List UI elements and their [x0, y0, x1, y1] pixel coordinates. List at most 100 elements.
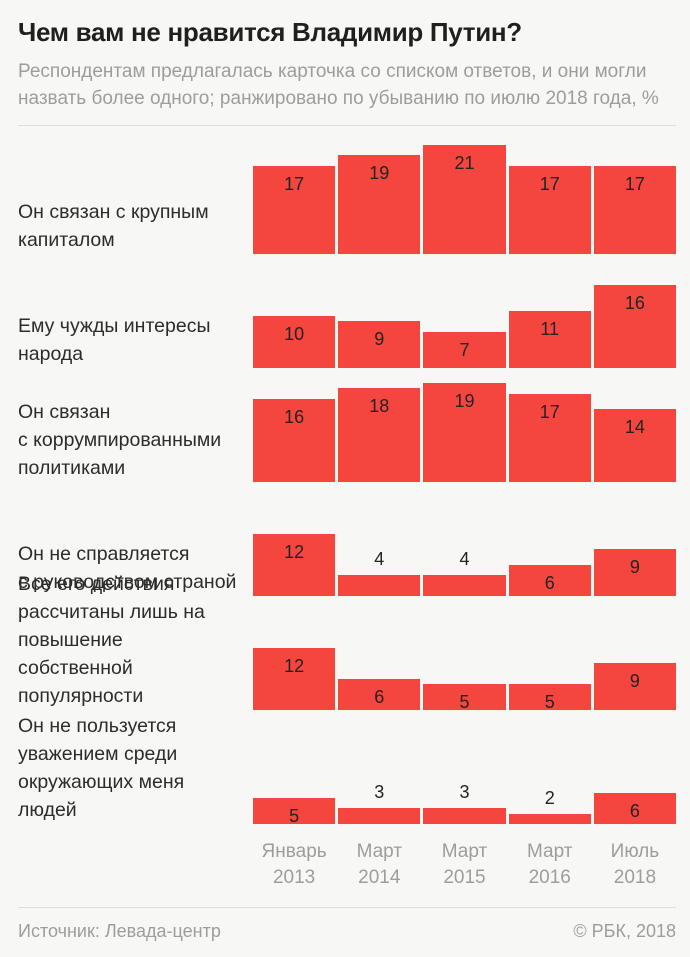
- bar-value-label: 9: [629, 671, 640, 692]
- bar: 4: [338, 549, 421, 596]
- bar: 17: [508, 393, 591, 482]
- bar-cell: 4: [338, 549, 421, 596]
- row-label: Он не справляется с руководством страной: [18, 543, 237, 593]
- bar: 18: [338, 388, 421, 482]
- bar: 5: [508, 684, 591, 712]
- bar-cell: 21: [423, 144, 506, 254]
- bar-value-label: 17: [539, 173, 560, 194]
- footer: Источник: Левада-центр © РБК, 2018: [18, 908, 676, 942]
- bar: 16: [593, 284, 677, 368]
- bar-value-label: 19: [369, 163, 390, 184]
- chart-row: Он не пользуется уважением среди окружаю…: [18, 710, 677, 826]
- bar-cell: 9: [338, 321, 421, 368]
- bar: 6: [593, 792, 677, 824]
- row-label: Он связан с крупным капиталом: [18, 201, 209, 251]
- bar-cell: 9: [593, 663, 677, 710]
- bar-cell: 16: [593, 284, 677, 368]
- x-axis-labels: Январь 2013 Март 2014 Март 2015 Март 2016 Ию…: [253, 839, 676, 891]
- bar-cell: 14: [593, 409, 677, 482]
- bar: 16: [253, 398, 336, 482]
- bar: 11: [508, 310, 591, 368]
- bar: 9: [593, 549, 677, 596]
- top-divider: [18, 125, 676, 126]
- x-axis: Январь 2013 Март 2014 Март 2015 Март 2016 Ию…: [18, 839, 676, 891]
- bar: 19: [338, 155, 421, 254]
- row-label: Все его действия рассчитаны лишь на повы…: [18, 573, 205, 707]
- bar-value-label: 2: [544, 787, 555, 808]
- bar-value-label: 5: [544, 692, 555, 712]
- row-bars: 16 18 19 17 14: [253, 383, 677, 482]
- chart-row: Ему чужды интересы народа 10 9 7 11 16: [18, 254, 677, 368]
- bar-chart: Он связан с крупным капиталом 17 19 21 17 17 Е…: [18, 140, 677, 826]
- bar-value-label: 11: [540, 318, 560, 339]
- x-axis-label: Июль 2018: [610, 841, 660, 888]
- bar-cell: 19: [338, 155, 421, 254]
- x-axis-label: Март 2016: [526, 841, 573, 888]
- bar-value-label: 3: [459, 782, 470, 803]
- bar-cell: 5: [508, 684, 591, 712]
- bar-value-label: 16: [284, 406, 305, 427]
- bar-cell: 17: [253, 165, 336, 254]
- bar: 5: [253, 798, 336, 826]
- bar-value-label: 3: [374, 782, 385, 803]
- bar: 3: [338, 782, 421, 824]
- row-label: Он связан с коррумпированными политиками: [18, 401, 222, 479]
- bar-cell: 9: [593, 549, 677, 596]
- bar-cell: 4: [423, 549, 506, 596]
- bottom-divider: [18, 907, 676, 908]
- bar-cell: 3: [423, 782, 506, 824]
- bar: 17: [253, 165, 336, 254]
- bar-cell: 17: [593, 165, 677, 254]
- bar-value-label: 4: [459, 549, 470, 570]
- x-axis-label: Январь 2013: [261, 841, 327, 888]
- bar-value-label: 10: [284, 324, 305, 344]
- bar-cell: 18: [338, 388, 421, 482]
- bar-cell: 11: [508, 310, 591, 368]
- bar: 12: [253, 647, 336, 710]
- chart-row: Он связан с коррумпированными политиками…: [18, 368, 677, 482]
- row-bars: 10 9 7 11 16: [253, 284, 677, 368]
- chart-row: Все его действия рассчитаны лишь на повы…: [18, 573, 677, 712]
- bar-value-label: 17: [284, 173, 305, 194]
- bar-value-label: 4: [374, 549, 385, 570]
- bar: 12: [253, 533, 336, 596]
- bar-cell: 17: [508, 165, 591, 254]
- bar: 3: [423, 782, 506, 824]
- bar: 17: [508, 165, 591, 254]
- row-bars: 5 3 3 2 6: [253, 782, 677, 826]
- row-bars: 17 19 21 17 17: [253, 144, 677, 254]
- bar-cell: 7: [423, 331, 506, 368]
- bar-cell: 19: [423, 383, 506, 482]
- bar-value-label: 9: [629, 557, 640, 578]
- bar-value-label: 9: [374, 329, 385, 350]
- chart-row: Он связан с крупным капиталом 17 19 21 17 17: [18, 140, 677, 254]
- row-label: Ему чужды интересы народа: [18, 315, 211, 365]
- bar-cell: 12: [253, 647, 336, 710]
- source-credit: Источник: Левада-центр: [18, 921, 221, 941]
- bar: 2: [508, 788, 591, 824]
- bar: 14: [593, 409, 677, 482]
- bar-value-label: 21: [454, 152, 475, 173]
- page-title: Чем вам не нравится Владимир Путин?: [18, 17, 522, 47]
- bar-value-label: 14: [624, 417, 645, 438]
- bar-cell: 5: [253, 798, 336, 826]
- bar-cell: 5: [423, 684, 506, 712]
- row-label: Он не пользуется уважением среди окружаю…: [18, 715, 185, 821]
- bar-value-label: 12: [284, 655, 305, 676]
- bar-cell: 10: [253, 316, 336, 368]
- bar-value-label: 19: [454, 391, 475, 412]
- bar-cell: 17: [508, 393, 591, 482]
- bar-value-label: 5: [289, 806, 300, 826]
- x-axis-spacer: [18, 839, 253, 891]
- bar: 21: [423, 144, 506, 254]
- bar-value-label: 6: [374, 686, 385, 707]
- bar: 7: [423, 331, 506, 368]
- subtitle: Респондентам предлагалась карточка со сп…: [18, 61, 659, 109]
- bar: 6: [338, 678, 421, 710]
- bar: 19: [423, 383, 506, 482]
- bar-value-label: 18: [369, 396, 390, 417]
- bar-cell: 6: [593, 792, 677, 824]
- bar: 17: [593, 165, 677, 254]
- bar-value-label: 7: [459, 339, 470, 360]
- bar-value-label: 17: [624, 173, 645, 194]
